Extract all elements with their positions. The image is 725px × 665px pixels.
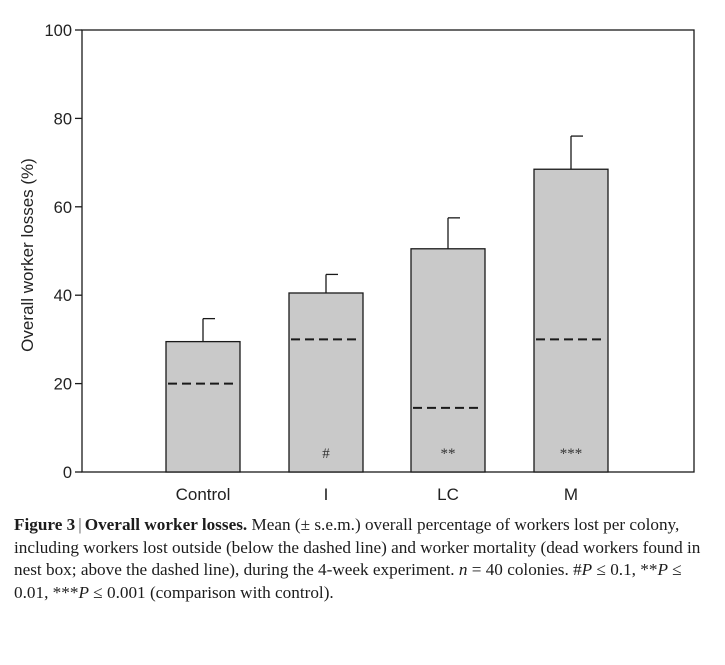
caption-n-var: n [458,560,468,579]
y-axis-label: Overall worker losses (%) [18,158,37,352]
y-tick-label: 80 [54,110,72,128]
x-tick-label-i: I [324,485,329,504]
caption-sig2-symbol: ** [640,560,658,579]
caption-separator: | [78,515,82,534]
caption-sig3-symbol: *** [52,582,79,602]
bar-control [165,340,241,473]
bar-i [288,292,364,473]
caption-sig1-symbol: # [573,560,582,579]
y-tick-label: 40 [54,287,72,305]
caption-n-text: = 40 colonies. [467,560,574,579]
caption-sig2-text: ≤ 0.01, [14,560,682,602]
y-tick-label: 100 [44,22,72,40]
significance-marker-m: *** [560,446,583,462]
caption-sig1-var: P [581,560,593,579]
x-tick-label-lc: LC [437,485,459,504]
plot-frame [81,29,695,473]
y-tick-label: 60 [54,199,72,217]
caption-title: Overall worker losses. [84,515,248,534]
caption-body: Mean (± s.e.m.) overall percentage of wo… [14,515,701,579]
x-tick-label-control: Control [176,485,231,504]
caption-sig1-text: ≤ 0.1, [592,560,641,579]
caption-figure-label: Figure 3 [14,515,76,534]
bar-lc [410,248,486,473]
caption-sig3-text: ≤ 0.001 (comparison with control). [88,582,334,602]
bar-m [533,168,609,473]
y-tick-label: 0 [63,464,72,482]
significance-marker-lc: ** [441,446,456,462]
bar-chart-figure: 0 20 40 60 80 100 Control I LC M # ** *** Overall w… [18,22,695,504]
figure-caption: Figure 3 | Overall worker losses. Mean (± … [14,514,714,604]
caption-sig3-var: P [78,582,89,602]
y-tick-label: 20 [54,376,72,394]
x-tick-label-m: M [564,485,578,504]
significance-marker-i: # [322,446,330,462]
caption-sig2-var: P [657,560,668,579]
